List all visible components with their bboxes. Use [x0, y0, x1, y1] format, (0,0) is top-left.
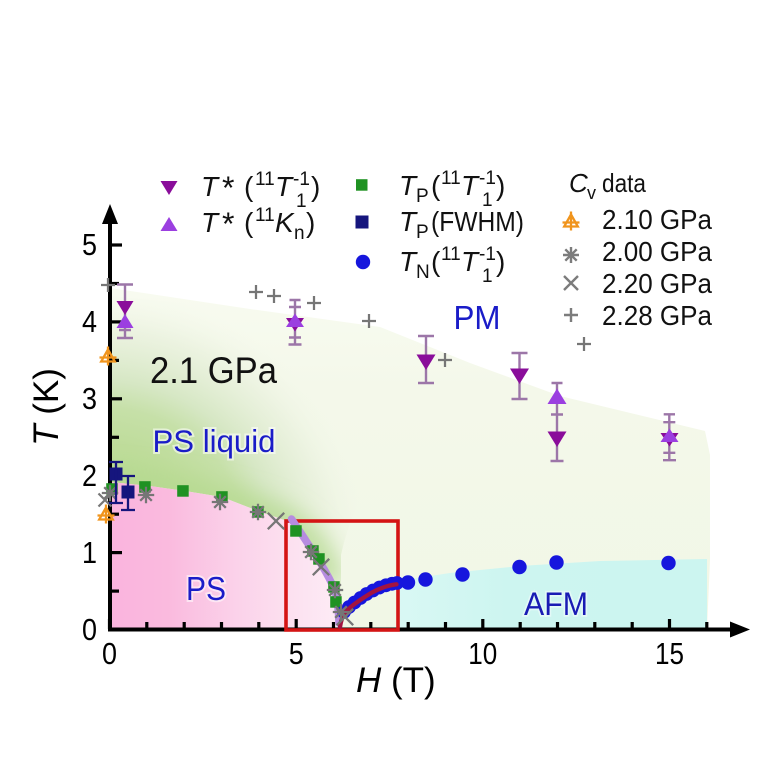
svg-text:T: T	[275, 171, 294, 202]
svg-text:3: 3	[82, 381, 97, 416]
svg-text:11: 11	[255, 205, 275, 226]
svg-text:(: (	[431, 170, 441, 201]
svg-text:v: v	[587, 183, 596, 203]
svg-text:10: 10	[468, 636, 497, 671]
svg-text:AFM: AFM	[524, 586, 588, 622]
svg-text:2.00 GPa: 2.00 GPa	[602, 236, 713, 267]
svg-text:1: 1	[296, 191, 307, 212]
svg-text:1: 1	[82, 535, 97, 570]
svg-text:11: 11	[255, 169, 275, 190]
svg-text:T: T	[399, 170, 418, 201]
svg-text:T: T	[201, 207, 220, 238]
svg-text:PS liquid: PS liquid	[153, 423, 276, 459]
svg-text:T: T	[461, 246, 480, 277]
svg-text:2.10 GPa: 2.10 GPa	[602, 204, 713, 235]
svg-text:PS: PS	[186, 570, 226, 607]
svg-text:2.1 GPa: 2.1 GPa	[150, 350, 277, 391]
svg-text:): )	[311, 171, 320, 202]
svg-text:T: T	[399, 246, 418, 277]
svg-text:): )	[306, 207, 315, 238]
svg-text:11: 11	[441, 244, 461, 265]
svg-text:(: (	[244, 207, 254, 238]
svg-text:0: 0	[82, 612, 97, 647]
svg-text:): )	[496, 170, 505, 201]
svg-text:5: 5	[82, 227, 97, 262]
svg-text:2.20 GPa: 2.20 GPa	[602, 268, 713, 299]
svg-text:1: 1	[482, 266, 493, 287]
svg-text:2: 2	[82, 458, 97, 493]
svg-text:P: P	[416, 186, 429, 207]
svg-text:2.28 GPa: 2.28 GPa	[602, 300, 713, 331]
svg-text:*: *	[222, 206, 234, 242]
svg-text:11: 11	[441, 168, 461, 189]
svg-text:data: data	[602, 168, 646, 198]
svg-text:-1: -1	[479, 244, 496, 265]
svg-text:*: *	[222, 170, 234, 206]
svg-text:(FWHM): (FWHM)	[431, 206, 524, 237]
svg-text:T: T	[399, 206, 418, 237]
svg-text:H (T): H (T)	[356, 661, 436, 700]
svg-text:K: K	[275, 207, 295, 238]
svg-text:T: T	[461, 170, 480, 201]
svg-text:PM: PM	[454, 299, 501, 336]
svg-text:-1: -1	[293, 169, 310, 190]
svg-text:0: 0	[102, 636, 117, 671]
svg-text:15: 15	[655, 636, 684, 671]
svg-text:-1: -1	[479, 168, 496, 189]
svg-text:1: 1	[482, 190, 493, 211]
svg-text:n: n	[294, 223, 305, 244]
svg-text:4: 4	[82, 304, 97, 339]
svg-text:T (K): T (K)	[27, 368, 66, 446]
svg-text:5: 5	[289, 636, 304, 671]
svg-text:N: N	[416, 262, 430, 283]
svg-text:T: T	[201, 171, 220, 202]
svg-text:): )	[496, 246, 505, 277]
svg-text:P: P	[416, 222, 429, 243]
svg-text:C: C	[569, 168, 588, 198]
svg-text:(: (	[244, 171, 254, 202]
svg-text:(: (	[431, 246, 441, 277]
